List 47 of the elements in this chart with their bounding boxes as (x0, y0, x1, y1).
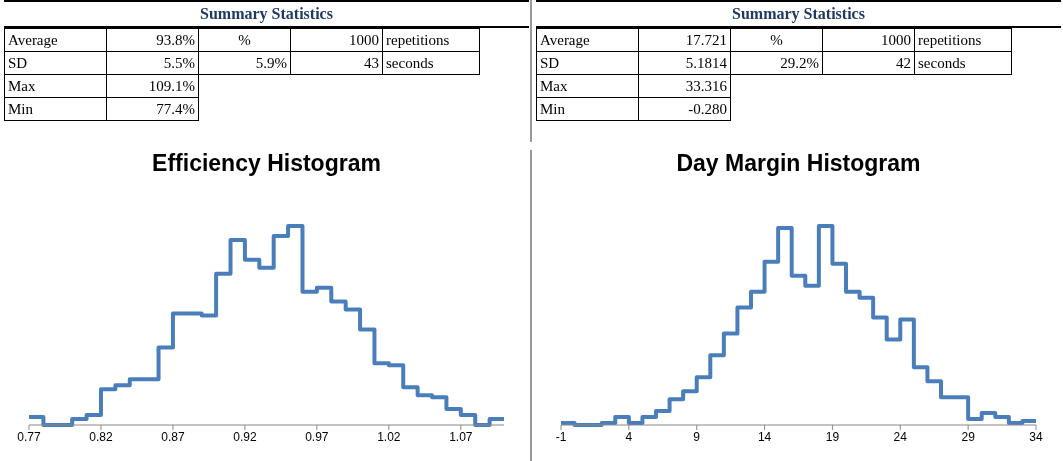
text: SD (4, 51, 107, 75)
text: 1000 (822, 28, 915, 52)
text: Min (4, 97, 107, 121)
text: 109.1% (106, 74, 199, 98)
x-tick-label: 19 (825, 429, 840, 444)
x-tick-label: 0.87 (161, 429, 185, 444)
text: 77.4% (106, 97, 199, 121)
text: Summary Statistics (4, 0, 529, 28)
text: SD (536, 51, 639, 75)
text: % (730, 28, 823, 52)
x-tick-label: 4 (625, 429, 633, 444)
text: 1000 (290, 28, 383, 52)
x-tick-label: 34 (1029, 429, 1043, 444)
x-tick-label: 9 (693, 429, 701, 444)
text: Average (4, 28, 107, 52)
text: 17.721 (638, 28, 731, 52)
x-tick-label: 0.97 (305, 429, 329, 444)
text: 5.9% (198, 51, 291, 75)
x-tick-label: 29 (961, 429, 976, 444)
x-tick-label: 0.77 (17, 429, 41, 444)
text: repetitions (382, 28, 480, 52)
x-tick-label: 24 (893, 429, 908, 444)
text: Summary Statistics (536, 0, 1061, 28)
text: 5.5% (106, 51, 199, 75)
text: 29.2% (730, 51, 823, 75)
text: 43 (290, 51, 383, 75)
text: 5.1814 (638, 51, 731, 75)
x-tick-label: 0.82 (89, 429, 113, 444)
text: 33.316 (638, 74, 731, 98)
text: seconds (382, 51, 480, 75)
text: seconds (914, 51, 1012, 75)
text: Max (4, 74, 107, 98)
x-tick-label: 1.02 (377, 429, 401, 444)
text: 93.8% (106, 28, 199, 52)
text: -0.280 (638, 97, 731, 121)
text: % (198, 28, 291, 52)
x-tick-label: 14 (757, 429, 772, 444)
x-tick-label: -1 (555, 429, 567, 444)
x-tick-label: 0.92 (233, 429, 257, 444)
text: Max (536, 74, 639, 98)
text: Min (536, 97, 639, 121)
chart-title: Efficiency Histogram (151, 149, 382, 178)
text: repetitions (914, 28, 1012, 52)
text: 42 (822, 51, 915, 75)
text: Average (536, 28, 639, 52)
chart-title: Day Margin Histogram (675, 149, 922, 178)
x-tick-label: 1.07 (449, 429, 473, 444)
